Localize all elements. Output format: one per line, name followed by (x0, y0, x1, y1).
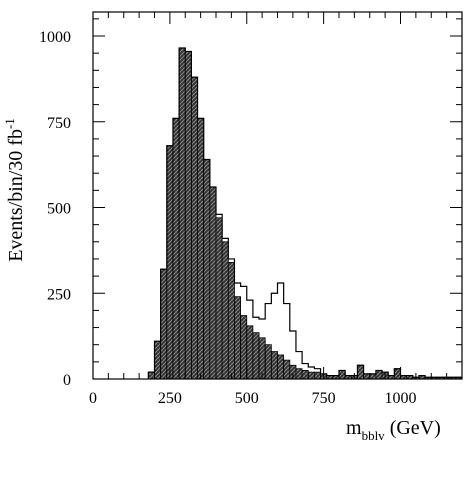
histogram-bar (393, 368, 401, 380)
histogram-bar (197, 117, 205, 380)
histogram-bar (215, 217, 223, 380)
histogram-bar (270, 351, 278, 380)
outline-histogram-line (147, 47, 462, 379)
histogram-bar (295, 368, 303, 380)
histogram-bar (258, 337, 266, 380)
y-axis-title-sup: -1 (2, 118, 17, 129)
histogram-bar (154, 340, 162, 380)
axes-layer: 0 250 500 750 1000 0 250 500 750 1000 (39, 11, 463, 407)
histogram-bar (338, 370, 346, 380)
histogram-bar (178, 47, 186, 380)
x-axis-title-main: m (346, 417, 362, 439)
y-axis-title: Events/bin/30 fb-1 (2, 118, 27, 262)
y-tick-label: 500 (47, 201, 71, 218)
histogram-bar (240, 315, 248, 380)
histogram-bar (172, 117, 180, 380)
histogram-bar (277, 354, 285, 380)
histogram-bar (369, 373, 377, 380)
plot-frame (92, 11, 463, 380)
outline-layer (147, 47, 462, 379)
x-tick-label: 1000 (385, 390, 417, 407)
histogram-bar (227, 261, 235, 380)
histogram-bar (190, 76, 198, 380)
histogram-bar (357, 364, 365, 380)
x-axis-title-unit: (GeV) (385, 417, 441, 439)
histogram-bar (363, 373, 371, 380)
histogram-bar (203, 159, 211, 380)
histogram-bar (252, 332, 260, 380)
histogram-bar (166, 145, 174, 380)
y-tick-label: 1000 (39, 29, 71, 46)
histogram-bar (147, 371, 155, 380)
x-tick-label: 0 (89, 390, 97, 407)
y-axis-title-main: Events/bin/30 fb (5, 129, 27, 262)
histogram-bar (234, 296, 241, 380)
x-axis-title-sub: bblv (362, 428, 386, 443)
histogram-bar (264, 344, 272, 380)
histogram-bar (209, 186, 217, 380)
y-tick-label: 750 (47, 115, 71, 132)
histogram-bar (313, 371, 321, 380)
histogram-bar (283, 359, 291, 380)
histogram-bar (221, 241, 229, 380)
histogram-bar (307, 371, 315, 380)
x-axis-title: mbblv (GeV) (346, 417, 441, 443)
x-tick-label: 750 (312, 390, 336, 407)
bars-layer (147, 47, 463, 380)
histogram-bar (184, 51, 192, 380)
histogram-bar (160, 268, 168, 380)
y-tick-label: 0 (63, 372, 71, 389)
histogram-bar (246, 325, 254, 380)
y-tick-label: 250 (47, 286, 71, 303)
x-tick-label: 250 (158, 390, 182, 407)
histogram-bar (375, 370, 383, 380)
histogram-bar (301, 370, 309, 380)
x-tick-label: 500 (235, 390, 259, 407)
